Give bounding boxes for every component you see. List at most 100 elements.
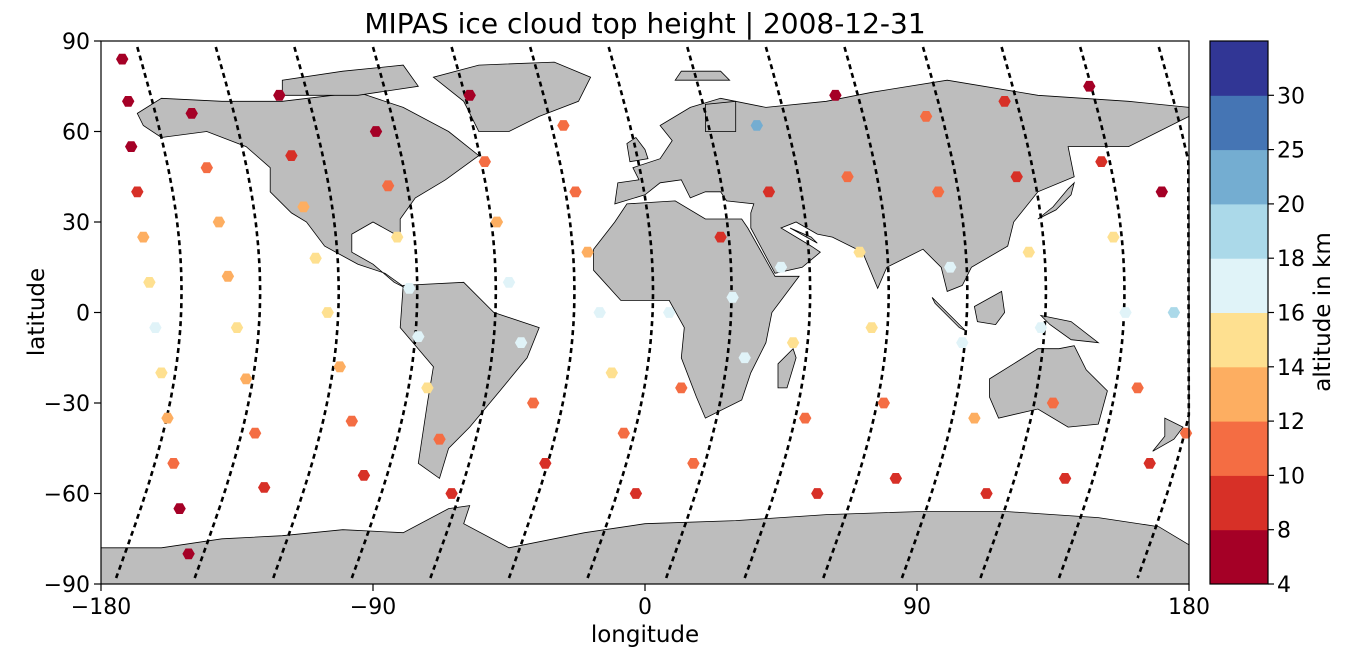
colorbar-segment-0 [1210,529,1268,585]
data-point-52 [687,458,700,469]
data-point-28 [369,126,383,137]
colorbar-tick-label-8: 25 [1277,139,1305,164]
data-point-41 [527,397,540,409]
data-point-55 [738,352,751,364]
data-point-21 [285,150,298,161]
colorbar-tick-label-9: 30 [1277,84,1305,109]
land-sumatra [931,297,966,331]
data-point-63 [841,171,854,183]
data-point-78 [1046,397,1060,409]
data-point-2 [125,141,138,152]
land-indonesia-borneo [973,290,1006,326]
data-point-37 [478,156,491,167]
y-tick-label-4: −30 [44,392,90,417]
data-point-86 [1155,186,1168,198]
data-point-40 [514,337,528,348]
colorbar-tick-label-6: 18 [1277,247,1305,272]
colorbar-segment-2 [1210,421,1268,476]
colorbar: 4 8 10 12 14 16 18 20 25 30 [1209,40,1305,598]
x-tick-label-2: 0 [638,595,652,620]
colorbar-tick-label-3: 12 [1277,410,1305,435]
orbit-track-3 [350,46,419,579]
orbit-track-4 [429,46,498,579]
data-point-23 [309,252,322,264]
colorbar-label: altitude in km [1310,232,1336,392]
colorbar-tick-label-4: 14 [1277,356,1305,381]
data-point-26 [345,415,358,427]
data-point-17 [239,373,253,385]
y-tick-label-2: 30 [62,211,90,236]
data-point-76 [1022,246,1035,258]
colorbar-segment-6 [1210,203,1268,259]
colorbar-tick-label-2: 10 [1277,464,1305,489]
data-point-4 [137,231,150,243]
data-point-53 [714,231,727,243]
data-point-59 [786,337,800,348]
data-point-10 [173,503,186,514]
data-point-49 [629,488,643,499]
orbit-track-2 [272,46,340,579]
colorbar-segment-5 [1210,258,1268,313]
data-points [116,53,1193,560]
y-tick-label-1: 60 [62,121,90,146]
orbit-track-6 [586,46,655,579]
land-greenland [432,61,592,132]
data-point-56 [750,120,763,131]
data-point-31 [403,283,416,294]
data-point-24 [321,307,334,318]
land-japan [1037,181,1075,220]
data-point-82 [1107,231,1120,243]
data-point-6 [149,322,162,333]
data-point-47 [605,367,618,379]
land-svalbard [674,70,731,81]
data-point-20 [273,89,286,101]
y-tick-label-3: 0 [76,302,90,327]
y-tick-label-6: −90 [44,573,90,598]
land-south-america [399,281,540,480]
data-point-18 [248,427,262,439]
data-point-1 [122,96,135,107]
data-point-68 [919,111,933,122]
data-point-74 [998,96,1011,107]
data-point-45 [581,246,594,258]
plot-area [100,40,1193,585]
data-point-46 [593,307,606,318]
data-point-16 [230,322,244,333]
y-tick-label-0: 90 [62,30,90,55]
colorbar-segment-3 [1210,366,1268,422]
data-point-33 [421,382,434,394]
land-new-guinea [1039,314,1100,344]
orbit-track-8 [743,46,812,579]
orbit-track-5 [507,46,576,579]
colorbar-segment-7 [1210,149,1268,205]
data-point-22 [297,201,310,213]
x-tick-label-1: −90 [350,595,396,620]
y-axis: 90 60 30 0 −30 −60 −90 [44,30,101,598]
data-point-0 [116,53,129,65]
data-point-65 [865,322,878,333]
data-point-50 [663,307,676,318]
data-point-27 [357,470,371,481]
data-point-32 [412,331,425,342]
data-point-80 [1083,80,1096,92]
land-north-america [136,91,480,289]
data-point-13 [200,162,213,174]
chart-title: MIPAS ice cloud top height | 2008-12-31 [364,7,925,40]
data-point-79 [1058,473,1072,484]
land-madagascar [777,347,797,389]
data-point-34 [433,433,446,445]
data-point-12 [185,108,198,119]
colorbar-segment-8 [1210,95,1268,151]
land-arabia-seas [789,227,818,244]
colorbar-segment-1 [1210,475,1268,531]
orbit-track-10 [900,46,969,579]
data-point-39 [502,277,516,288]
y-tick-label-5: −60 [44,483,90,508]
land-australia [989,345,1108,428]
data-point-36 [463,89,476,101]
data-point-51 [675,382,688,394]
data-point-84 [1131,382,1144,394]
colorbar-tick-label-7: 20 [1277,193,1305,218]
data-point-66 [877,397,890,409]
land-africa [593,200,800,419]
